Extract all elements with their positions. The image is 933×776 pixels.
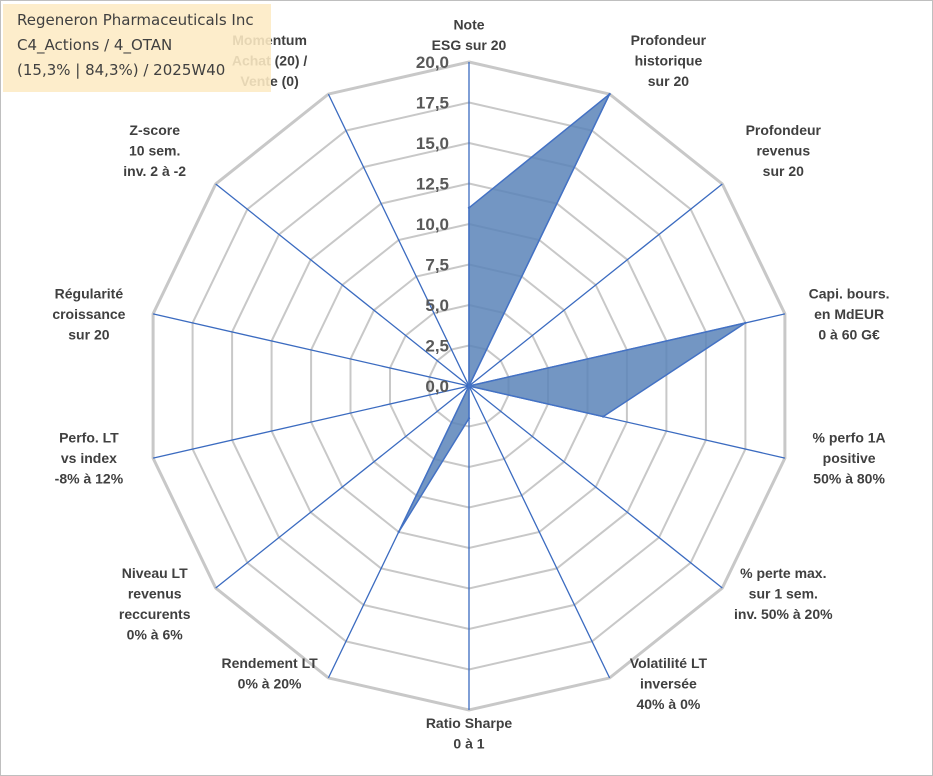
info-box: Regeneron Pharmaceuticals Inc C4_Actions… [3, 4, 271, 92]
category-label-7: Ratio Sharpe 0 à 1 [426, 715, 513, 752]
category-label-line: 10 sem. [129, 143, 180, 159]
category-label-line: Note [453, 17, 484, 33]
category-label-line: croissance [52, 306, 125, 322]
company-name: Regeneron Pharmaceuticals Inc [17, 11, 254, 29]
category-label-11: Régularité croissance sur 20 [52, 285, 125, 342]
category-label-line: reccurents [119, 606, 191, 622]
axis-spoke-13 [327, 93, 470, 387]
category-label-1: Profondeur historique sur 20 [631, 32, 707, 89]
category-label-line: -8% à 12% [55, 471, 124, 487]
category-label-3: Capi. bours. en MdEUR 0 à 60 G€ [809, 285, 890, 342]
series-area-0 [398, 93, 746, 533]
data-point-3 [744, 321, 747, 325]
category-label-line: revenus [128, 586, 182, 602]
tick-label-3: 7,5 [425, 256, 449, 275]
category-label-line: 50% à 80% [813, 471, 885, 487]
category-label-5: % perte max. sur 1 sem. inv. 50% à 20% [734, 565, 833, 622]
category-label-line: 0 à 1 [453, 736, 484, 752]
data-point-8 [397, 530, 400, 534]
category-label-0: Note ESG sur 20 [432, 17, 507, 54]
category-label-8: Rendement LT 0% à 20% [221, 655, 318, 692]
category-label-line: Niveau LT [122, 565, 188, 581]
category-label-4: % perfo 1A positive 50% à 80% [813, 430, 886, 487]
category-label-line: % perfo 1A [813, 430, 886, 446]
category-label-12: Z-score 10 sem. inv. 2 à -2 [123, 122, 186, 179]
data-point-13 [467, 384, 471, 388]
axis-spoke-12 [215, 183, 470, 387]
category-label-line: sur 1 sem. [749, 586, 818, 602]
category-label-line: Perfo. LT [59, 430, 119, 446]
category-label-line: Profondeur [631, 32, 707, 48]
category-label-line: ESG sur 20 [432, 37, 507, 53]
data-point-0 [467, 206, 471, 209]
category-label-line: 40% à 0% [636, 696, 700, 712]
axis-spoke-2 [468, 183, 723, 387]
category-label-6: Volatilité LT inversée 40% à 0% [630, 655, 708, 712]
tick-label-8: 20,0 [416, 53, 449, 72]
category-label-line: sur 20 [648, 73, 689, 89]
category-label-line: Profondeur [746, 122, 822, 138]
category-label-2: Profondeur revenus sur 20 [746, 122, 822, 179]
category-label-line: 0% à 20% [238, 675, 302, 691]
portfolio-label: C4_Actions / 4_OTAN [17, 36, 173, 54]
axis-spoke-5 [468, 385, 723, 589]
tick-label-4: 10,0 [416, 215, 449, 234]
category-label-line: 0% à 6% [127, 627, 184, 643]
axis-spoke-11 [152, 313, 470, 387]
category-label-10: Perfo. LT vs index -8% à 12% [55, 430, 124, 487]
data-point-4 [602, 415, 605, 418]
category-label-line: vs index [61, 450, 117, 466]
stats-label: (15,3% | 84,3%) / 2025W40 [17, 61, 226, 79]
tick-label-1: 2,5 [425, 337, 449, 356]
data-point-7 [467, 417, 471, 420]
category-label-line: sur 20 [68, 326, 109, 342]
tick-label-5: 12,5 [416, 175, 449, 194]
category-label-line: historique [635, 53, 703, 69]
tick-label-7: 17,5 [416, 94, 449, 113]
category-label-line: revenus [756, 143, 810, 159]
category-label-line: Volatilité LT [630, 655, 708, 671]
category-label-line: Z-score [129, 122, 180, 138]
category-label-line: Régularité [55, 285, 124, 301]
axis-spoke-10 [152, 385, 470, 459]
category-label-line: inv. 50% à 20% [734, 606, 833, 622]
category-label-line: inv. 2 à -2 [123, 163, 186, 179]
category-label-line: en MdEUR [814, 306, 884, 322]
category-label-line: Rendement LT [221, 655, 318, 671]
tick-label-6: 15,0 [416, 134, 449, 153]
category-label-line: 0 à 60 G€ [818, 326, 880, 342]
tick-label-0: 0,0 [425, 377, 449, 396]
tick-label-2: 5,0 [425, 296, 449, 315]
data-point-1 [608, 92, 611, 96]
category-label-line: positive [823, 450, 876, 466]
category-label-line: % perte max. [740, 565, 826, 581]
category-label-line: inversée [640, 675, 697, 691]
category-label-9: Niveau LT revenus reccurents 0% à 6% [119, 565, 191, 643]
category-label-line: Capi. bours. [809, 285, 890, 301]
axis-spoke-9 [215, 385, 470, 589]
category-label-line: Ratio Sharpe [426, 715, 513, 731]
axis-spoke-6 [468, 385, 611, 679]
category-label-line: sur 20 [763, 163, 804, 179]
